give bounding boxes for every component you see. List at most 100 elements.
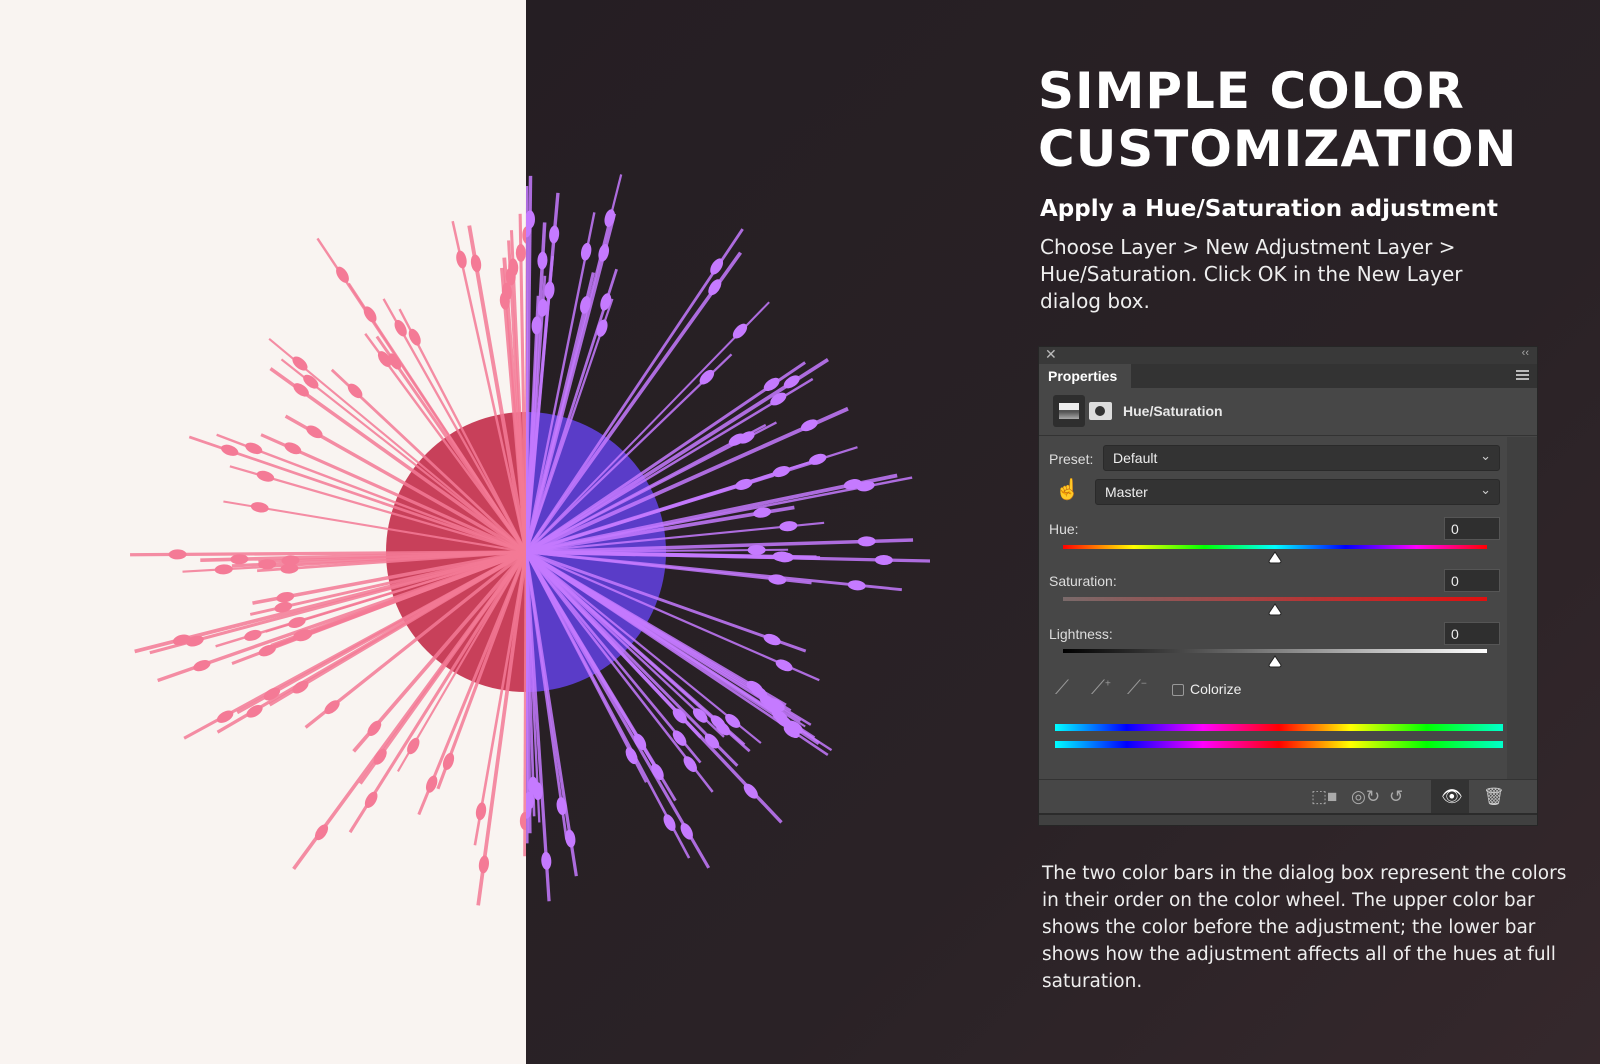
flower-bulb: [532, 817, 543, 835]
flower-bulb: [475, 802, 487, 821]
visibility-button[interactable]: 👁: [1431, 780, 1469, 813]
saturation-input[interactable]: 0: [1444, 569, 1500, 592]
chevron-down-icon: ⌄: [1480, 448, 1491, 463]
saturation-slider-thumb[interactable]: [1268, 603, 1282, 616]
flower-tendril: [252, 550, 526, 605]
flower-bulb: [743, 783, 758, 799]
flower-tendril: [526, 361, 806, 554]
flower-bulb: [598, 243, 610, 262]
flower-bulb: [240, 401, 261, 418]
flower-bulb: [857, 536, 876, 547]
flower-tendril: [304, 550, 526, 729]
flower-bulb: [725, 713, 741, 728]
close-icon[interactable]: ✕: [1045, 346, 1057, 362]
lightness-slider-thumb[interactable]: [1268, 655, 1282, 668]
flower-bulb: [221, 444, 239, 456]
flower-tendril: [347, 282, 526, 553]
flower-tendril: [526, 272, 596, 553]
flower-bulb: [420, 213, 435, 233]
flower-bulb: [456, 250, 467, 269]
panel-menu-icon[interactable]: [1516, 370, 1529, 380]
flower-tendril: [526, 551, 762, 744]
flower-bulb: [699, 369, 715, 385]
hue-slider[interactable]: [1063, 545, 1487, 564]
adjustment-name: Hue/Saturation: [1123, 403, 1223, 419]
lightness-input[interactable]: 0: [1444, 622, 1500, 645]
flower-bulb: [747, 545, 766, 556]
hue-slider-thumb[interactable]: [1268, 551, 1282, 564]
flower-tendril: [526, 377, 814, 554]
flower-tendril: [526, 551, 725, 738]
flower-bulb: [550, 844, 562, 863]
flower-bulb: [280, 563, 299, 574]
flower-bulb: [515, 243, 526, 262]
colorize-checkbox[interactable]: [1172, 684, 1184, 696]
flower-tendril: [526, 551, 677, 802]
flower-bulb: [314, 824, 329, 841]
flower-bulb: [699, 795, 717, 816]
subtitle: Apply a Hue/Saturation adjustment: [1040, 196, 1499, 222]
flower-tendril: [526, 301, 770, 553]
flower-bulb: [682, 258, 699, 279]
flower-tendril: [526, 175, 533, 553]
flower-bulb: [478, 855, 490, 874]
flower-tendril: [526, 550, 807, 653]
adjustment-header: Hue/Saturation: [1039, 388, 1537, 436]
visibility-icon[interactable]: 👁: [1441, 787, 1463, 806]
targeted-adjustment-hand-icon[interactable]: ☝: [1055, 479, 1080, 501]
flower-tendril: [467, 225, 526, 553]
resize-grip[interactable]: [1039, 813, 1537, 825]
view-previous-state-icon[interactable]: ◎↻: [1351, 787, 1381, 806]
flower-bulb: [276, 592, 295, 603]
flower-bulb: [214, 564, 233, 575]
flower-bulb: [244, 629, 262, 641]
flower-bulb: [832, 528, 851, 539]
title-line-2: CUSTOMIZATION: [1038, 120, 1518, 178]
hue-input[interactable]: 0: [1444, 517, 1500, 540]
flower-tendril: [526, 251, 743, 554]
flower-bulb: [769, 770, 789, 790]
flower-bulb: [715, 721, 731, 736]
flower-bulb: [258, 644, 276, 657]
reset-icon[interactable]: ↺: [1389, 787, 1404, 806]
flower-bulb: [559, 282, 571, 301]
eyedropper-icon[interactable]: ⟋: [1055, 677, 1069, 699]
flower-tendril: [526, 550, 829, 756]
flower-bulb: [772, 466, 791, 478]
flower-tendril: [231, 550, 526, 568]
flower-bulb: [347, 383, 363, 399]
flower-tendril: [526, 551, 648, 783]
flower-bulb: [706, 823, 724, 844]
flower-bulb: [829, 528, 848, 539]
flower-bulb: [600, 293, 612, 311]
saturation-slider[interactable]: [1063, 597, 1487, 616]
flower-bulb: [256, 470, 275, 482]
flower-tendril: [348, 551, 526, 834]
eyedropper-subtract-icon[interactable]: ⟋−: [1127, 677, 1147, 699]
flower-tendril: [526, 228, 744, 553]
preset-dropdown[interactable]: Default ⌄: [1103, 445, 1500, 471]
flower-bulb: [216, 710, 234, 723]
adjustment-icon[interactable]: [1053, 395, 1085, 427]
flower-bulb: [824, 704, 845, 721]
input-color-bar: [1055, 724, 1503, 731]
flower-tendril: [330, 368, 526, 554]
flower-bulb: [323, 780, 342, 800]
scrollbar[interactable]: [1507, 437, 1537, 779]
flower-tendril: [526, 538, 914, 554]
output-color-bar: [1055, 741, 1503, 748]
collapse-icon[interactable]: ‹‹: [1521, 347, 1529, 359]
channel-dropdown[interactable]: Master ⌄: [1095, 479, 1500, 505]
flower-bulb: [819, 699, 840, 716]
flower-tendril: [280, 358, 526, 553]
tab-properties[interactable]: Properties: [1039, 364, 1131, 388]
delete-icon[interactable]: 🗑: [1483, 787, 1505, 806]
mask-icon[interactable]: [1089, 402, 1112, 420]
flower-bulb: [784, 322, 804, 341]
lightness-slider[interactable]: [1063, 649, 1487, 668]
clip-to-layer-icon[interactable]: ⬚■: [1311, 787, 1338, 806]
flower-tendril: [526, 358, 830, 554]
flower-tendril: [188, 435, 526, 554]
eyedropper-add-icon[interactable]: ⟋+: [1091, 677, 1111, 699]
channel-value: Master: [1105, 484, 1148, 500]
